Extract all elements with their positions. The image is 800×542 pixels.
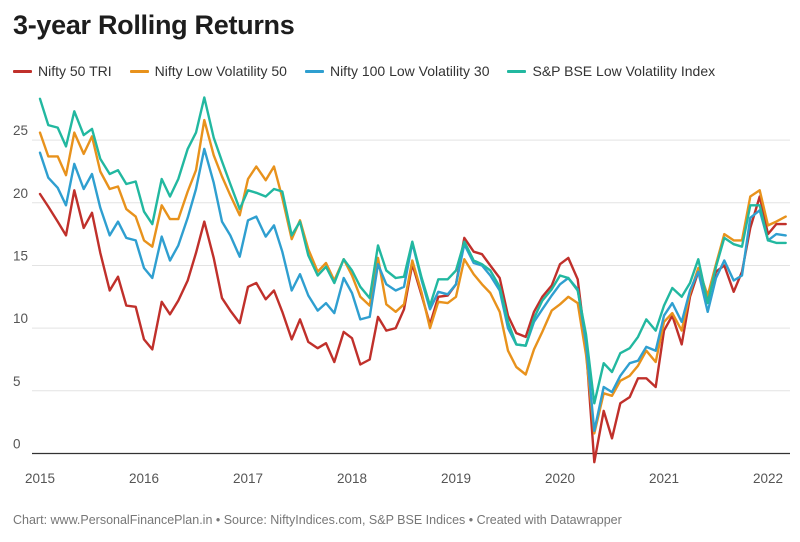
legend-label: S&P BSE Low Volatility Index [532,63,716,79]
legend-swatch [13,69,32,73]
grid-lines [32,139,790,455]
y-tick-label: 20 [13,186,28,201]
legend-label: Nifty 100 Low Volatility 30 [329,63,490,79]
legend-item: Nifty Low Volatility 50 [129,63,287,79]
series-line [38,189,787,464]
legend-swatch [129,69,149,73]
x-tick-label: 2015 [25,471,55,486]
legend-label: Nifty 50 TRI [38,63,112,79]
legend-swatch [304,69,324,73]
y-tick-label: 10 [13,311,28,326]
legend-label: Nifty Low Volatility 50 [154,63,287,79]
series-lines [38,96,787,464]
x-tick-label: 2020 [545,471,575,486]
legend-swatch [507,69,527,73]
legend-item: Nifty 50 TRI [13,63,112,79]
chart-footer: Chart: www.PersonalFinancePlan.in • Sour… [13,513,622,527]
x-tick-label: 2019 [441,471,471,486]
y-tick-label: 15 [13,248,28,263]
legend-item: Nifty 100 Low Volatility 30 [304,63,490,79]
y-tick-label: 5 [13,374,21,389]
line-chart: 0 5 10 15 20 25 2015 2016 2017 2018 2019 2020 2021 20… [13,96,790,486]
chart-title: 3-year Rolling Returns [13,10,295,40]
x-tick-label: 2021 [649,471,679,486]
y-tick-label: 0 [13,436,21,451]
legend-item: S&P BSE Low Volatility Index [507,63,715,79]
x-tick-label: 2018 [337,471,367,486]
series-line [38,118,787,435]
x-tick-label: 2017 [233,471,263,486]
y-tick-label: 25 [13,123,28,138]
chart-legend: Nifty 50 TRI Nifty Low Volatility 50 Nifty… [13,63,715,79]
axis-ticks: 0 5 10 15 20 25 2015 2016 2017 2018 2019 2020 2021 20… [13,123,783,486]
x-tick-label: 2016 [129,471,159,486]
series-line [38,96,787,405]
x-tick-label: 2022 [753,471,783,486]
